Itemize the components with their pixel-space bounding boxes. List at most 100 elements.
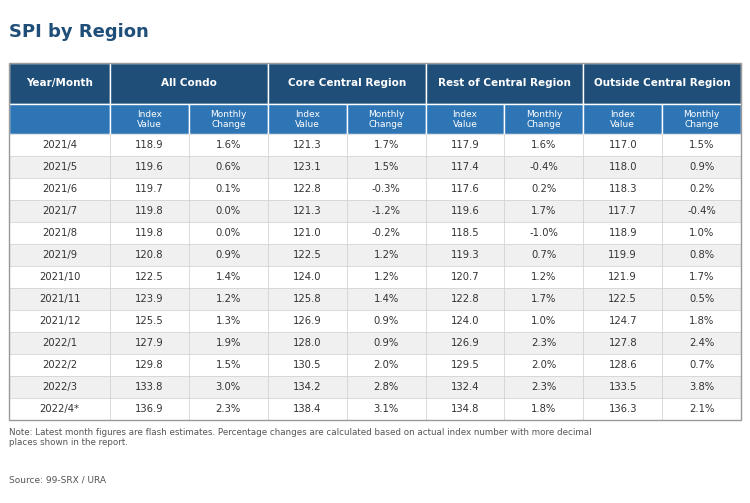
Text: 1.8%: 1.8% [689,316,714,326]
Text: 2.8%: 2.8% [374,382,399,392]
Text: 1.9%: 1.9% [216,338,241,348]
Text: All Condo: All Condo [161,78,217,89]
Text: 0.5%: 0.5% [689,294,714,304]
Text: 2.0%: 2.0% [374,360,399,370]
Text: 2021/7: 2021/7 [42,206,77,216]
Text: 117.6: 117.6 [451,184,479,194]
Text: 0.9%: 0.9% [216,250,241,260]
Text: -0.3%: -0.3% [372,184,400,194]
Text: 2021/5: 2021/5 [42,162,77,172]
Text: -1.2%: -1.2% [371,206,400,216]
Text: 117.7: 117.7 [608,206,637,216]
Text: 132.4: 132.4 [451,382,479,392]
Text: 120.7: 120.7 [451,272,479,282]
Text: 0.7%: 0.7% [689,360,714,370]
Text: Core Central Region: Core Central Region [287,78,406,89]
Text: 2022/1: 2022/1 [42,338,77,348]
Text: 134.2: 134.2 [293,382,322,392]
Text: 2021/10: 2021/10 [39,272,80,282]
Text: Outside Central Region: Outside Central Region [594,78,730,89]
Text: 121.0: 121.0 [293,228,322,238]
Text: 119.9: 119.9 [608,250,637,260]
Text: Source: 99-SRX / URA: Source: 99-SRX / URA [9,475,106,484]
Text: 136.9: 136.9 [135,404,164,414]
Text: 0.9%: 0.9% [374,338,399,348]
Text: 2.4%: 2.4% [689,338,714,348]
Text: Monthly
Change: Monthly Change [210,110,247,129]
Text: 119.6: 119.6 [451,206,479,216]
Text: 0.2%: 0.2% [531,184,556,194]
Text: 1.5%: 1.5% [216,360,241,370]
Text: 134.8: 134.8 [451,404,479,414]
Text: -0.4%: -0.4% [530,162,558,172]
Text: 119.8: 119.8 [135,206,164,216]
Text: 117.9: 117.9 [451,140,479,150]
Text: 2021/11: 2021/11 [39,294,80,304]
Text: 119.6: 119.6 [135,162,164,172]
Text: 1.5%: 1.5% [689,140,714,150]
Text: 118.9: 118.9 [135,140,164,150]
Text: 122.5: 122.5 [292,250,322,260]
Text: 130.5: 130.5 [293,360,322,370]
Text: 117.0: 117.0 [608,140,637,150]
Text: 136.3: 136.3 [608,404,637,414]
Text: 1.6%: 1.6% [531,140,556,150]
Text: 118.9: 118.9 [608,228,637,238]
Text: 1.5%: 1.5% [374,162,399,172]
Text: 0.0%: 0.0% [216,206,241,216]
Text: 2.0%: 2.0% [531,360,556,370]
Text: 1.4%: 1.4% [374,294,399,304]
Text: 0.9%: 0.9% [689,162,714,172]
Text: 3.8%: 3.8% [689,382,714,392]
Text: 125.5: 125.5 [135,316,164,326]
Text: 122.8: 122.8 [451,294,479,304]
Text: 0.2%: 0.2% [689,184,714,194]
Text: Monthly
Change: Monthly Change [526,110,562,129]
Text: 0.1%: 0.1% [216,184,241,194]
Text: 1.2%: 1.2% [374,272,399,282]
Text: Index
Value: Index Value [452,110,478,129]
Text: 2.3%: 2.3% [216,404,241,414]
Text: 1.8%: 1.8% [531,404,556,414]
Text: 2022/3: 2022/3 [42,382,77,392]
Text: 118.0: 118.0 [608,162,637,172]
Text: 2.3%: 2.3% [531,338,556,348]
Text: 0.0%: 0.0% [216,228,241,238]
Text: 2.1%: 2.1% [689,404,714,414]
Text: -0.2%: -0.2% [372,228,400,238]
Text: 129.8: 129.8 [135,360,164,370]
Text: 0.9%: 0.9% [374,316,399,326]
Text: 1.7%: 1.7% [374,140,399,150]
Text: 128.0: 128.0 [293,338,322,348]
Text: Monthly
Change: Monthly Change [368,110,404,129]
Text: 0.6%: 0.6% [216,162,241,172]
Text: 2021/12: 2021/12 [39,316,80,326]
Text: 1.2%: 1.2% [374,250,399,260]
Text: 3.0%: 3.0% [216,382,241,392]
Text: 2021/4: 2021/4 [42,140,77,150]
Text: 122.5: 122.5 [135,272,164,282]
Text: Year/Month: Year/Month [26,78,93,89]
Text: 125.8: 125.8 [293,294,322,304]
Text: Index
Value: Index Value [137,110,162,129]
Text: 3.1%: 3.1% [374,404,399,414]
Text: 123.1: 123.1 [293,162,322,172]
Text: 1.0%: 1.0% [689,228,714,238]
Text: 1.4%: 1.4% [216,272,241,282]
Text: 121.3: 121.3 [293,140,322,150]
Text: 122.8: 122.8 [293,184,322,194]
Text: 0.7%: 0.7% [531,250,556,260]
Text: -0.4%: -0.4% [687,206,716,216]
Text: 2022/4*: 2022/4* [40,404,80,414]
Text: 124.0: 124.0 [293,272,322,282]
Text: 119.8: 119.8 [135,228,164,238]
Text: 126.9: 126.9 [451,338,479,348]
Text: 127.9: 127.9 [135,338,164,348]
Text: 133.8: 133.8 [135,382,164,392]
Text: 2022/2: 2022/2 [42,360,77,370]
Text: 119.3: 119.3 [451,250,479,260]
Text: 124.7: 124.7 [608,316,637,326]
Text: 1.6%: 1.6% [216,140,241,150]
Text: 2021/8: 2021/8 [42,228,77,238]
Text: 120.8: 120.8 [135,250,164,260]
